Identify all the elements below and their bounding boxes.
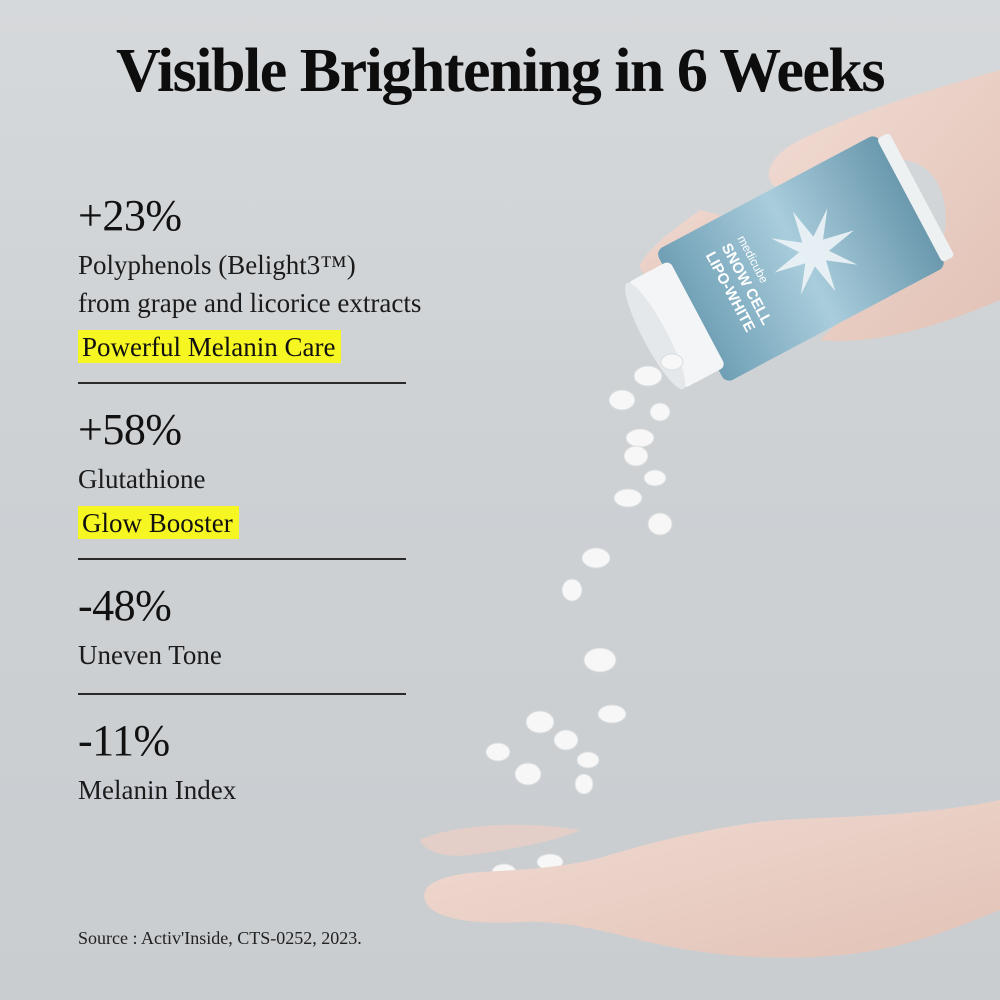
divider [78,558,406,560]
snowflake-logo-icon [770,208,858,295]
divider [78,693,406,695]
stat-item: +58% Glutathione Glow Booster [78,404,518,539]
source-citation: Source : Activ'Inside, CTS-0252, 2023. [78,928,362,948]
stat-highlight: Powerful Melanin Care [78,330,342,363]
stat-value: +58% [78,405,182,454]
stat-label: Melanin Index [78,775,237,805]
stat-value: +23% [78,191,182,240]
stats-list: +23% Polyphenols (Belight3™) from grape … [78,190,518,809]
stat-label: Uneven Tone [78,640,222,670]
lower-hand [420,800,1000,958]
stat-item: -11% Melanin Index [78,715,518,809]
stat-value: -48% [78,581,172,630]
stat-label: Polyphenols (Belight3™) [78,250,356,280]
supplement-bottle [625,133,954,390]
stat-label: from grape and licorice extracts [78,288,422,318]
divider [78,382,406,384]
stat-item: -48% Uneven Tone [78,580,518,674]
stat-value: -11% [78,716,170,765]
stat-label: Glutathione [78,464,206,494]
stat-item: +23% Polyphenols (Belight3™) from grape … [78,190,518,363]
stat-highlight: Glow Booster [78,506,239,539]
page-title: Visible Brightening in 6 Weeks [115,37,886,105]
